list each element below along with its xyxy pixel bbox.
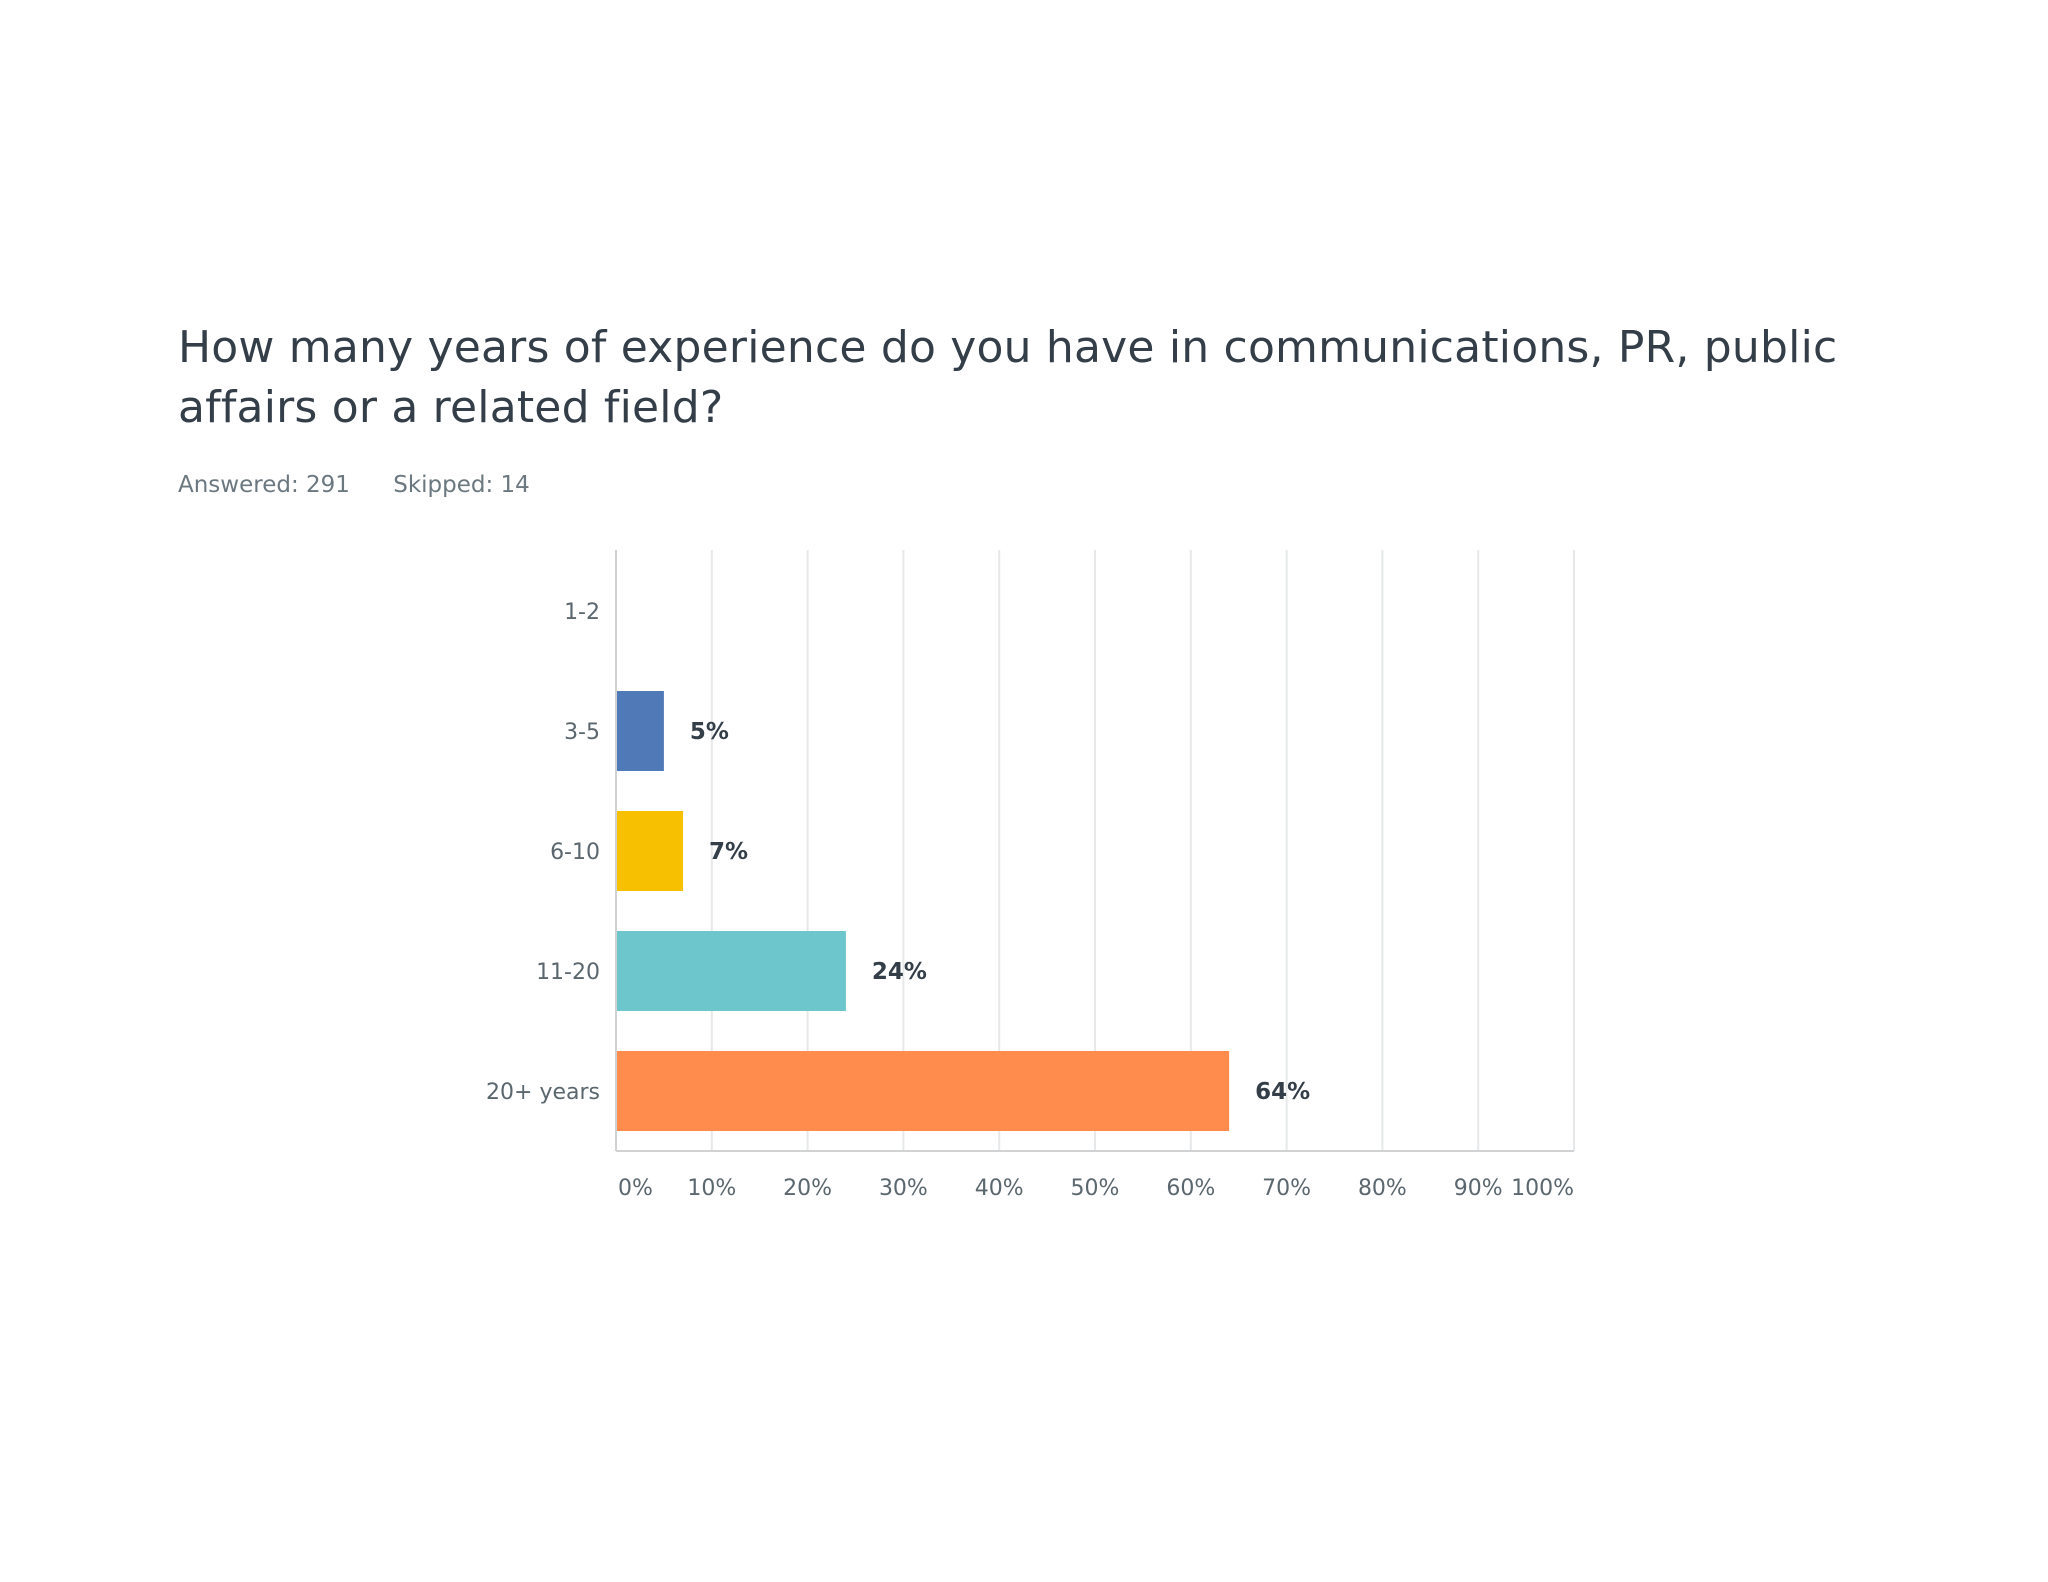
- bar: [616, 691, 664, 771]
- x-tick-label: 10%: [687, 1176, 736, 1201]
- x-tick-label: 100%: [1511, 1176, 1574, 1201]
- question-title: How many years of experience do you have…: [178, 322, 1838, 433]
- category-label: 20+ years: [486, 1080, 600, 1105]
- bar: [616, 931, 846, 1011]
- category-label: 6-10: [550, 840, 600, 865]
- answered-count: Answered: 291: [178, 472, 350, 498]
- axes: [615, 550, 1574, 1152]
- x-tick-label: 40%: [975, 1176, 1024, 1201]
- bar: [616, 811, 684, 891]
- category-label: 11-20: [536, 960, 600, 985]
- bar: [616, 1051, 1230, 1131]
- category-label: 1-2: [564, 600, 600, 625]
- value-label: 24%: [872, 959, 927, 985]
- x-tick-label: 60%: [1166, 1176, 1215, 1201]
- x-tick-label: 80%: [1358, 1176, 1407, 1201]
- skipped-count: Skipped: 14: [393, 472, 530, 498]
- x-tick-label: 0%: [618, 1176, 653, 1201]
- category-label: 3-5: [564, 720, 600, 745]
- x-tick-label: 30%: [879, 1176, 928, 1201]
- x-tick-label: 70%: [1262, 1176, 1311, 1201]
- gridlines: [710, 550, 1575, 1151]
- response-stats: Answered: 291 Skipped: 14: [178, 472, 530, 498]
- value-label: 5%: [690, 719, 729, 745]
- x-tick-label: 20%: [783, 1176, 832, 1201]
- bars: [616, 691, 1230, 1131]
- value-label: 7%: [709, 839, 748, 865]
- x-tick-label: 50%: [1071, 1176, 1120, 1201]
- value-label: 64%: [1255, 1079, 1310, 1105]
- x-tick-label: 90%: [1454, 1176, 1503, 1201]
- labels: 0% 10% 20% 30% 40% 50% 60% 70% 80% 90% 100% 1-2 3-5 5…: [486, 600, 1574, 1201]
